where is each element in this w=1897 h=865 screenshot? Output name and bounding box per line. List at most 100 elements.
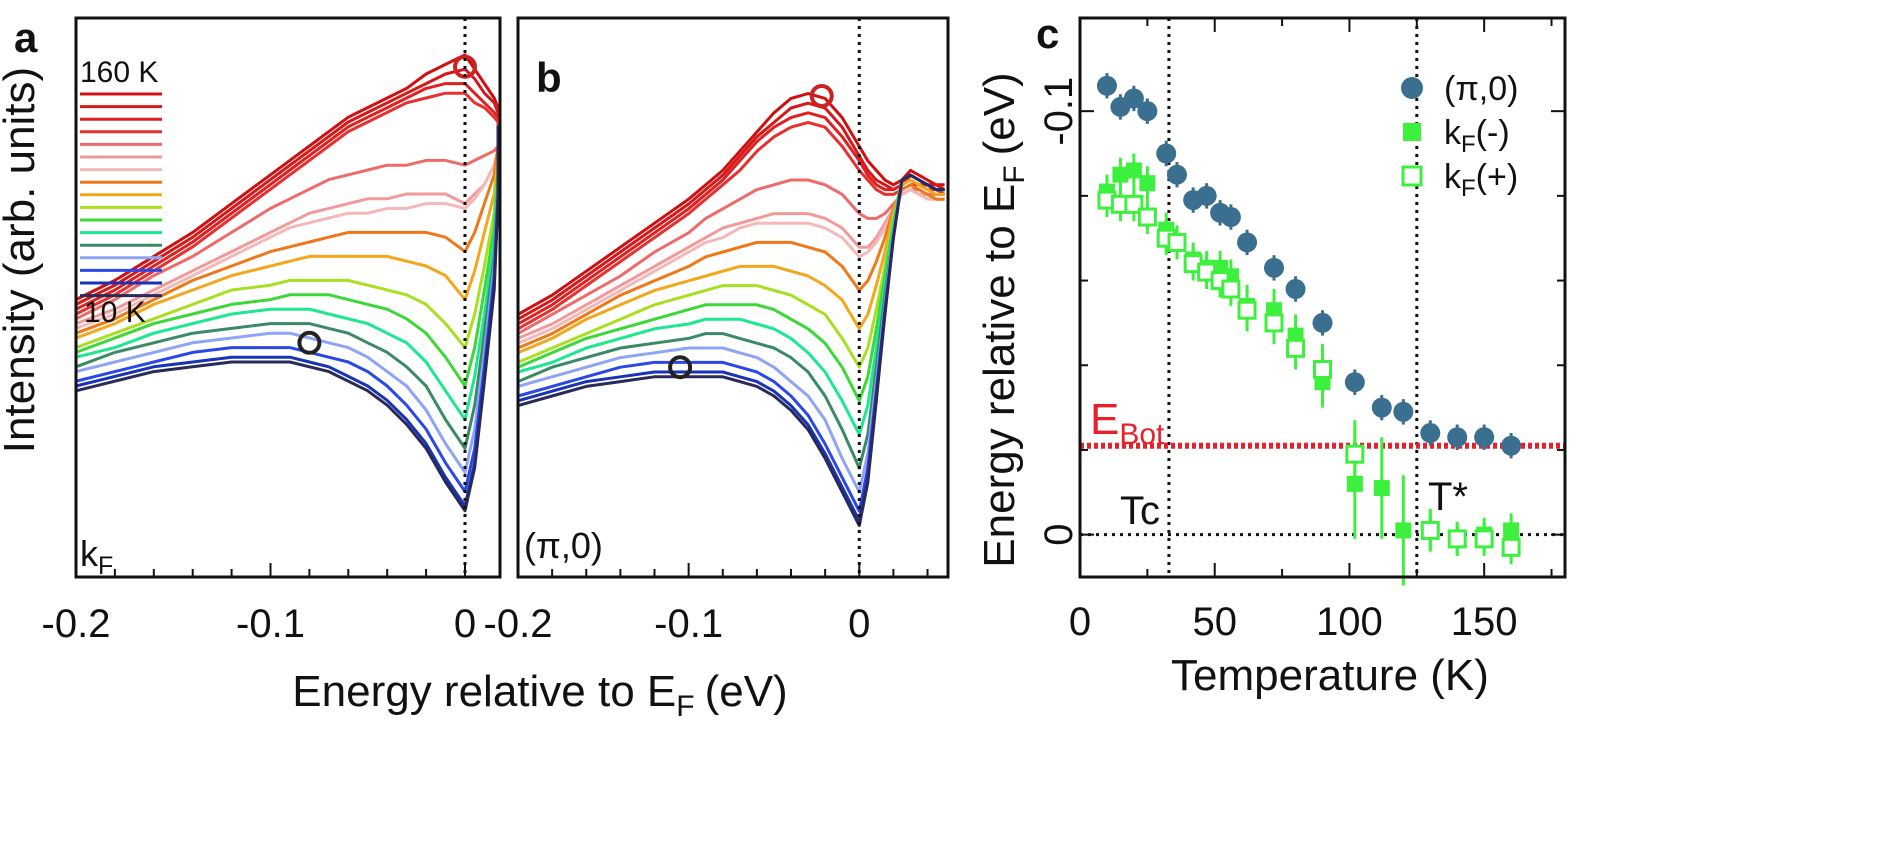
- panel-a-corner-sub: F: [98, 552, 113, 580]
- panel-c-reference-lines: [1080, 18, 1565, 577]
- panel-a-curves: [75, 53, 500, 513]
- legend-top-label: 160 K: [80, 56, 158, 89]
- panel-a-corner-label: kF: [80, 533, 113, 580]
- c-x-tick-label: 0: [1069, 600, 1091, 644]
- panel-a-frame: [74, 16, 502, 579]
- a-spectrum-2: [75, 82, 500, 311]
- legend-label-suffix: (-): [1476, 114, 1510, 152]
- point-pi0: [1371, 397, 1392, 418]
- panel-b-frame: [516, 16, 950, 579]
- ab-x-axis-label-sub: F: [676, 690, 694, 723]
- legend-label-suffix: (+): [1476, 158, 1519, 196]
- legend-label-sub: F: [1461, 175, 1476, 202]
- legend-bottom-label: 10 K: [84, 296, 146, 329]
- a-spectrum-12: [75, 125, 500, 450]
- point-pi0: [1237, 232, 1258, 253]
- panel-c-letter: c: [1036, 10, 1059, 57]
- a-spectrum-1: [75, 67, 500, 306]
- a-spectrum-0: [75, 53, 500, 301]
- point-kf-plus: [1167, 232, 1187, 252]
- c-x-tick-label: 100: [1316, 600, 1383, 644]
- point-pi0: [1096, 75, 1117, 96]
- ab-x-axis-label-main: Energy relative to E: [292, 667, 676, 716]
- point-kf-plus: [1286, 338, 1306, 358]
- point-pi0: [1501, 435, 1522, 456]
- point-pi0: [1196, 185, 1217, 206]
- point-pi0: [1285, 279, 1306, 300]
- panel-b-x-ticks: -0.2 -0.1 0: [484, 563, 929, 646]
- ab-x-axis-label: Energy relative to EF (eV): [292, 667, 787, 723]
- point-pi0: [1156, 143, 1177, 164]
- point-kf-minus: [1112, 166, 1129, 183]
- panel-b-letter: b: [536, 54, 562, 101]
- panel-a-letter: a: [14, 14, 38, 61]
- c-x-tick-label: 150: [1451, 600, 1518, 644]
- tstar-label: T*: [1428, 475, 1468, 519]
- panel-b-markers: [668, 84, 834, 380]
- b-x-tick-label: 0: [848, 602, 870, 646]
- point-kf-plus: [1237, 300, 1257, 320]
- point-kf-plus: [1501, 537, 1521, 557]
- point-pi0: [1447, 427, 1468, 448]
- point-kf-plus: [1264, 313, 1284, 333]
- a-marker-1: [297, 330, 322, 355]
- ebot-label-sub: Bot: [1119, 418, 1165, 451]
- a-spectrum-4: [75, 139, 500, 321]
- legend-label-0: (π,0): [1444, 70, 1518, 108]
- a-x-tick-label: 0: [454, 602, 476, 646]
- b-spectrum-6: [517, 188, 945, 345]
- b-spectrum-13: [517, 173, 945, 494]
- a-spectrum-16: [75, 125, 500, 513]
- panel-a-y-axis-label: Intensity (arb. units): [0, 67, 44, 453]
- ab-x-axis-label-unit: (eV): [705, 667, 788, 716]
- point-pi0: [1167, 164, 1187, 185]
- point-kf-plus: [1420, 520, 1440, 540]
- panel-c-y-axis-label-unit: (eV): [975, 72, 1024, 155]
- point-kf-plus: [1313, 359, 1332, 379]
- panel-c-frame: [1078, 16, 1567, 579]
- b-marker-1: [668, 355, 693, 380]
- point-pi0: [1344, 372, 1365, 393]
- panel-c-y-axis-label-main: Energy relative to E: [975, 184, 1024, 568]
- panel-b-curves: [517, 92, 946, 528]
- a-spectrum-3: [75, 91, 500, 316]
- legend-label-sub: F: [1461, 131, 1476, 158]
- point-kf-minus: [1139, 175, 1156, 192]
- legend-marker-kf-minus: [1403, 123, 1421, 141]
- panel-a-legend: [80, 92, 162, 298]
- panel-b: -0.2 -0.1 0 b (π,0): [484, 16, 950, 646]
- panel-a-x-ticks: -0.2 -0.1 0: [42, 563, 476, 646]
- legend-label-main: (π,0): [1444, 70, 1518, 108]
- panel-c-y-axis-label: Energy relative to EF (eV): [975, 72, 1031, 567]
- legend-label-main: k: [1444, 158, 1462, 196]
- panel-b-corner-label: (π,0): [524, 525, 603, 566]
- panel-c-points: [1096, 73, 1522, 586]
- b-spectrum-7: [517, 183, 945, 350]
- point-kf-plus: [1221, 279, 1241, 299]
- point-pi0: [1137, 101, 1158, 122]
- legend-marker-kf-plus: [1401, 165, 1423, 187]
- point-pi0: [1474, 427, 1495, 448]
- point-kf-plus: [1474, 529, 1494, 549]
- b-x-tick-label: -0.2: [484, 602, 553, 646]
- panel-c-ticks: 0 50 100 150 0 -0.1: [1037, 18, 1565, 644]
- point-kf-plus: [1137, 207, 1157, 227]
- panel-a-corner-k: k: [80, 533, 99, 574]
- ebot-label-main: E: [1090, 395, 1119, 444]
- legend-label-2: kF(+): [1444, 158, 1518, 202]
- point-pi0: [1393, 401, 1414, 422]
- point-kf-minus: [1125, 162, 1142, 179]
- panel-c-y-axis-label-sub: F: [998, 165, 1031, 183]
- panel-a: -0.2 -0.1 0 a 160 K 10 K kF Intensity (arb…: [0, 14, 502, 646]
- point-pi0: [1264, 257, 1284, 278]
- c-y-tick-label: -0.1: [1037, 77, 1081, 146]
- legend-label-1: kF(-): [1444, 114, 1510, 158]
- ebot-label: EBot: [1090, 395, 1165, 451]
- b-spectrum-0: [517, 92, 945, 316]
- c-x-tick-label: 50: [1192, 600, 1237, 644]
- c-y-tick-label: 0: [1037, 524, 1081, 546]
- point-pi0: [1312, 312, 1333, 333]
- point-pi0: [1420, 423, 1441, 444]
